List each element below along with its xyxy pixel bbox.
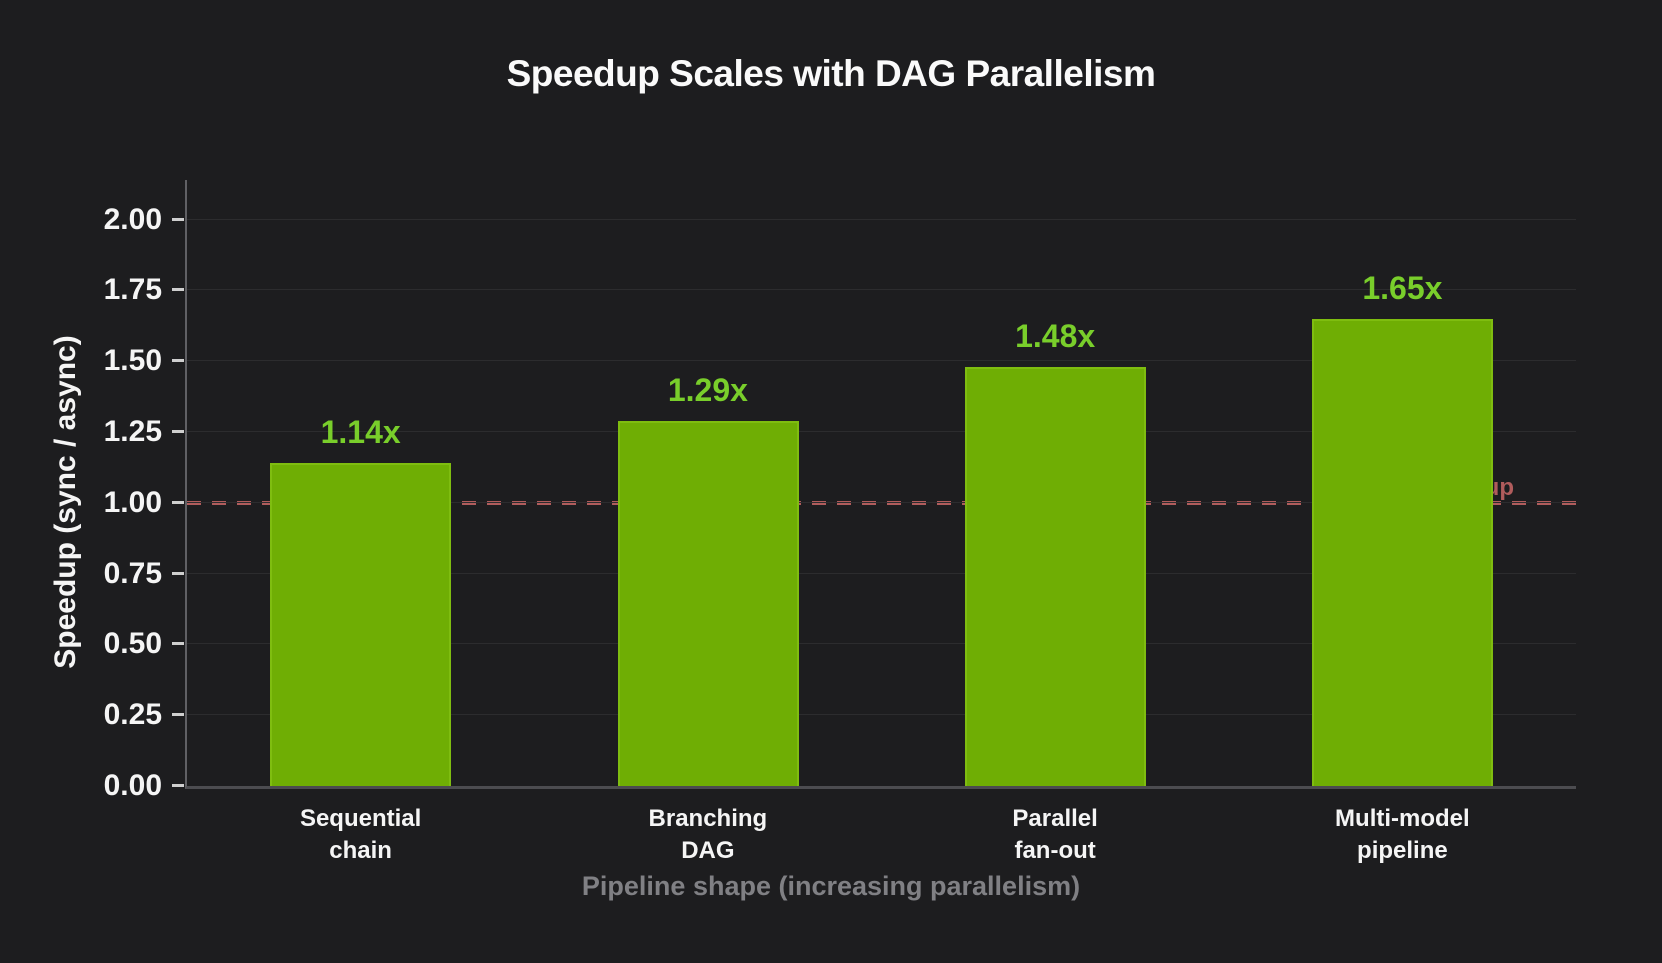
y-tick-mark <box>172 642 184 645</box>
gridline <box>187 714 1576 715</box>
y-tick-label: 0.25 <box>103 698 162 731</box>
y-tick-label: 1.50 <box>103 344 162 377</box>
x-tick-label: Sequential chain <box>299 805 422 864</box>
y-tick-label: 1.75 <box>103 273 162 306</box>
chart-title: Speedup Scales with DAG Parallelism <box>506 53 1156 94</box>
y-tick-label: 0.50 <box>103 627 162 660</box>
bar-value-label: 1.14x <box>320 414 401 450</box>
y-tick-mark <box>172 430 184 433</box>
gridline <box>187 289 1576 290</box>
gridline <box>187 573 1576 574</box>
reference-line <box>187 501 1576 505</box>
plot-area: no speedup 0.000.250.500.751.001.251.501… <box>104 180 1576 864</box>
y-tick-label: 1.25 <box>103 415 162 448</box>
x-tick-label: Multi-model pipeline <box>1335 805 1470 864</box>
bar-3 <box>965 367 1146 786</box>
gridline <box>187 431 1576 432</box>
gridline <box>187 360 1576 361</box>
bar-value-label: 1.29x <box>667 372 748 408</box>
y-tick-mark <box>172 784 184 787</box>
gridline <box>187 643 1576 644</box>
y-tick-label: 1.00 <box>103 486 162 519</box>
y-tick-mark <box>172 288 184 291</box>
y-tick-label: 0.00 <box>103 769 162 802</box>
x-tick-label: Branching DAG <box>648 805 768 864</box>
y-tick-mark <box>172 218 184 221</box>
y-tick-mark <box>172 713 184 716</box>
y-tick-label: 2.00 <box>103 203 162 236</box>
gridline <box>187 219 1576 220</box>
bar-4 <box>1312 319 1493 786</box>
x-axis-label: Pipeline shape (increasing parallelism) <box>581 871 1081 901</box>
x-tick-label: Parallel fan-out <box>1012 805 1098 864</box>
bar-1 <box>270 463 451 786</box>
y-tick-label: 0.75 <box>103 557 162 590</box>
bar-value-label: 1.48x <box>1015 318 1096 354</box>
y-tick-mark <box>172 501 184 504</box>
gridline <box>187 502 1576 503</box>
y-tick-mark <box>172 359 184 362</box>
bar-value-label: 1.65x <box>1362 270 1443 306</box>
bar-2 <box>618 421 799 786</box>
y-tick-mark <box>172 572 184 575</box>
